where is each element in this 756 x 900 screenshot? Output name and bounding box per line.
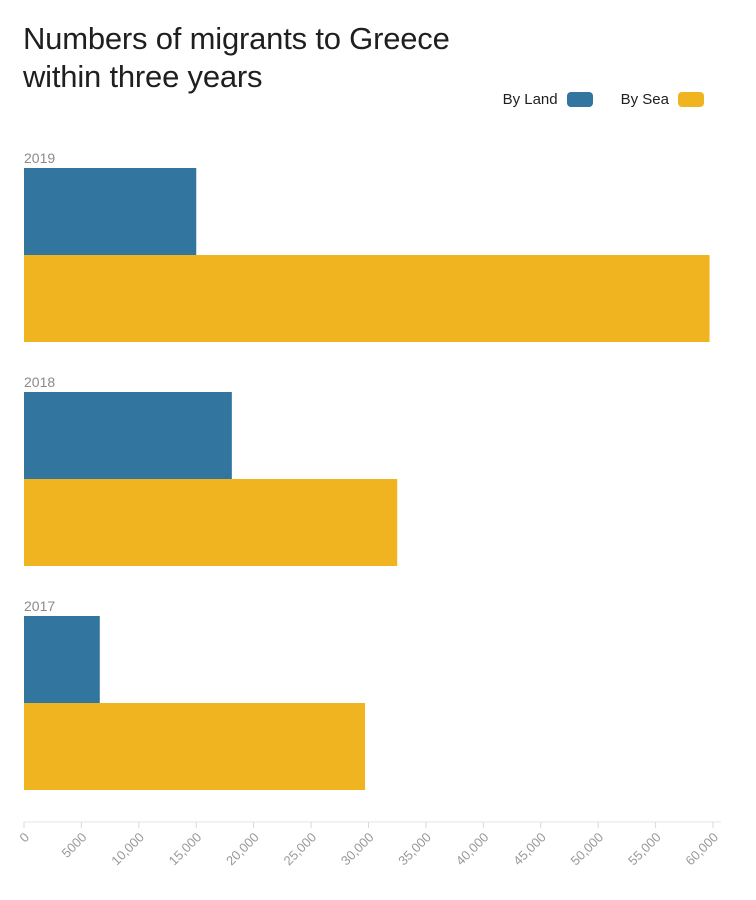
x-tick-label-50000: 50,000 — [568, 830, 607, 869]
x-tick-label-30000: 30,000 — [338, 830, 377, 869]
bar-2017-by-land — [24, 616, 100, 703]
x-tick-label-40000: 40,000 — [453, 830, 492, 869]
x-tick-label-10000: 10,000 — [108, 830, 147, 869]
category-label-2017: 2017 — [24, 598, 55, 614]
bar-2017-by-sea — [24, 703, 366, 790]
bar-2018-by-land — [24, 392, 232, 479]
legend-label-land: By Land — [502, 91, 558, 108]
chart-title-line-2: within three years — [23, 59, 263, 94]
x-tick-label-60000: 60,000 — [682, 830, 721, 869]
x-tick-label-35000: 35,000 — [395, 830, 434, 869]
legend-swatch-land — [566, 92, 593, 107]
x-tick-label-0: 0 — [16, 830, 32, 846]
x-tick-label-45000: 45,000 — [510, 830, 549, 869]
bar-2018-by-sea — [24, 479, 398, 566]
bar-2019-by-land — [24, 168, 197, 255]
chart-legend: By Land By Sea — [475, 91, 704, 108]
category-label-2018: 2018 — [24, 374, 55, 390]
category-label-2019: 2019 — [24, 150, 55, 166]
legend-item-land: By Land — [503, 91, 593, 108]
bar-2019-by-sea — [24, 255, 710, 342]
x-tick-label-25000: 25,000 — [280, 830, 319, 869]
chart-title-line-1: Numbers of migrants to Greece — [23, 21, 450, 56]
legend-label-sea: By Sea — [620, 91, 669, 108]
legend-item-sea: By Sea — [621, 91, 704, 108]
chart-title: Numbers of migrants to Greece within thr… — [23, 20, 583, 96]
x-tick-label-5000: 5000 — [58, 830, 89, 861]
x-tick-label-15000: 15,000 — [166, 830, 205, 869]
x-tick-label-20000: 20,000 — [223, 830, 262, 869]
x-tick-label-55000: 55,000 — [625, 830, 664, 869]
legend-swatch-sea — [678, 92, 704, 107]
